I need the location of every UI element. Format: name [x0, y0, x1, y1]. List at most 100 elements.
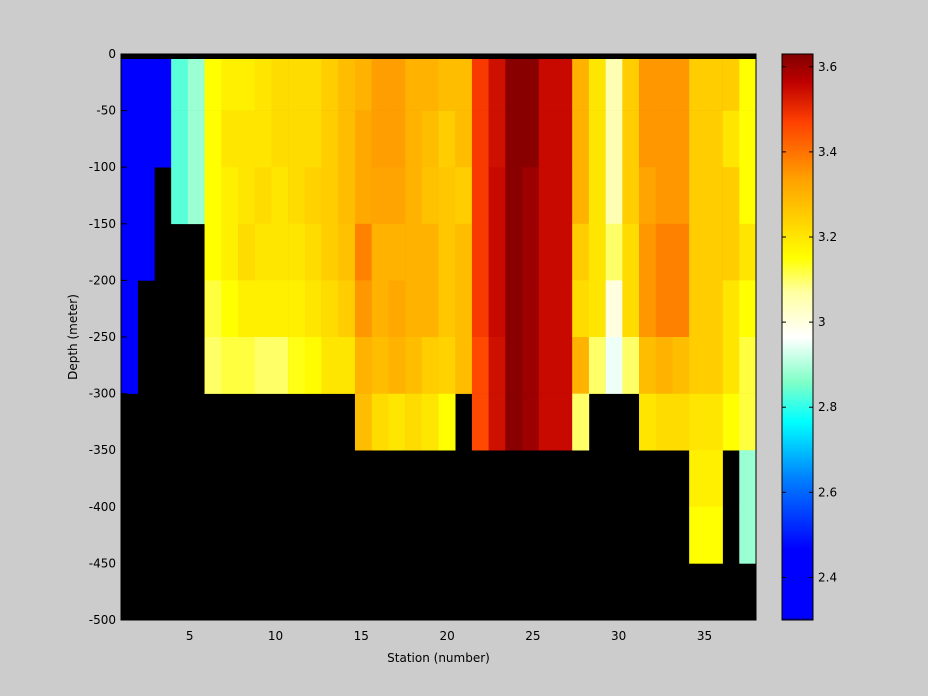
heatmap-cell	[137, 167, 155, 225]
heatmap-cell	[722, 223, 740, 281]
heatmap-cell	[722, 337, 740, 394]
heatmap-cell	[204, 59, 222, 111]
heatmap-cell	[739, 280, 757, 338]
heatmap-cell	[187, 167, 205, 225]
heatmap-cell	[639, 337, 657, 394]
heatmap-cell	[237, 337, 255, 394]
heatmap-cell	[522, 223, 540, 281]
heatmap-cell	[388, 393, 406, 451]
heatmap-cell	[572, 393, 590, 451]
heatmap-cell	[505, 167, 523, 225]
heatmap-cell	[455, 280, 473, 338]
heatmap-cell	[237, 167, 255, 225]
heatmap-cell	[722, 110, 740, 168]
heatmap-cell	[705, 506, 723, 564]
heatmap-cell	[572, 167, 590, 225]
heatmap-cell	[204, 167, 222, 225]
heatmap-cell	[455, 337, 473, 394]
y-tick-label: 0	[108, 47, 116, 61]
heatmap-cell	[689, 506, 707, 564]
heatmap-cell	[555, 337, 573, 394]
heatmap-cell	[639, 223, 657, 281]
y-tick-label: -150	[89, 217, 116, 231]
heatmap-cell	[689, 59, 707, 111]
colorbar-ticks: 2.4 2.6 2.8 3 3.2 3.4 3.6	[782, 60, 837, 584]
heatmap-cell	[605, 223, 623, 281]
x-axis-ticks: 5 10 15 20 25 30 35	[186, 614, 712, 643]
heatmap-cell	[672, 110, 690, 168]
x-axis-label: Station (number)	[387, 651, 490, 665]
heatmap-cell	[655, 59, 673, 111]
heatmap-cell	[154, 59, 172, 111]
heatmap-cell	[555, 59, 573, 111]
heatmap-cell	[288, 223, 306, 281]
y-tick-label: -350	[89, 443, 116, 457]
heatmap-cell	[705, 393, 723, 451]
heatmap-cell	[739, 506, 757, 564]
heatmap-cell	[438, 223, 456, 281]
y-axis-label: Depth (meter)	[66, 294, 80, 380]
heatmap-cell	[271, 59, 289, 111]
heatmap-cell	[405, 223, 423, 281]
colorbar-tick-label: 3.6	[818, 60, 837, 74]
heatmap-cell	[371, 167, 389, 225]
heatmap-cell	[388, 110, 406, 168]
heatmap-cell	[538, 59, 556, 111]
heatmap-cell	[722, 393, 740, 451]
heatmap-cell	[388, 167, 406, 225]
heatmap-cell	[739, 110, 757, 168]
heatmap-cell	[488, 59, 506, 111]
heatmap-cell	[204, 280, 222, 338]
heatmap-cell	[471, 280, 489, 338]
y-axis-ticks: 0 -50 -100 -150 -200 -250 -300 -350 -400 -450 -500	[89, 47, 127, 627]
heatmap-cell	[471, 59, 489, 111]
heatmap-cell	[171, 110, 189, 168]
heatmap-cell	[405, 167, 423, 225]
heatmap-cell	[187, 110, 205, 168]
heatmap-cell	[605, 167, 623, 225]
y-tick-label: -400	[89, 500, 116, 514]
heatmap-cell	[271, 280, 289, 338]
heatmap-cell	[722, 167, 740, 225]
heatmap-cell	[271, 167, 289, 225]
heatmap-cell	[705, 280, 723, 338]
heatmap-cell	[237, 223, 255, 281]
heatmap-cell	[605, 110, 623, 168]
heatmap-cell	[655, 337, 673, 394]
heatmap-cell	[221, 223, 239, 281]
heatmap-cell	[639, 280, 657, 338]
heatmap-cell	[288, 110, 306, 168]
heatmap-cell	[505, 110, 523, 168]
heatmap-cell	[338, 223, 356, 281]
heatmap-cell	[522, 280, 540, 338]
heatmap-cell	[121, 280, 139, 338]
heatmap-cell	[655, 393, 673, 451]
heatmap-cell	[421, 337, 439, 394]
colorbar-tick-label: 3.4	[818, 145, 837, 159]
heatmap-cell	[354, 393, 372, 451]
heatmap-cell	[672, 393, 690, 451]
heatmap-cells	[121, 54, 757, 620]
y-tick-label: -300	[89, 387, 116, 401]
heatmap-cell	[622, 59, 640, 111]
colorbar	[781, 53, 814, 621]
heatmap-cell	[455, 167, 473, 225]
heatmap-cell	[304, 167, 322, 225]
heatmap-cell	[304, 223, 322, 281]
heatmap-cell	[237, 59, 255, 111]
heatmap-cell	[471, 393, 489, 451]
heatmap-cell	[304, 110, 322, 168]
x-tick-label: 5	[186, 629, 194, 643]
heatmap-cell	[354, 110, 372, 168]
colorbar-tick-label: 2.6	[818, 485, 837, 499]
y-tick-label: -500	[89, 613, 116, 627]
heatmap-cell	[739, 337, 757, 394]
heatmap-cell	[488, 393, 506, 451]
heatmap-cell	[722, 59, 740, 111]
heatmap-cell	[288, 167, 306, 225]
heatmap-cell	[221, 59, 239, 111]
heatmap-cell	[455, 110, 473, 168]
heatmap-cell	[321, 59, 339, 111]
heatmap-cell	[572, 110, 590, 168]
